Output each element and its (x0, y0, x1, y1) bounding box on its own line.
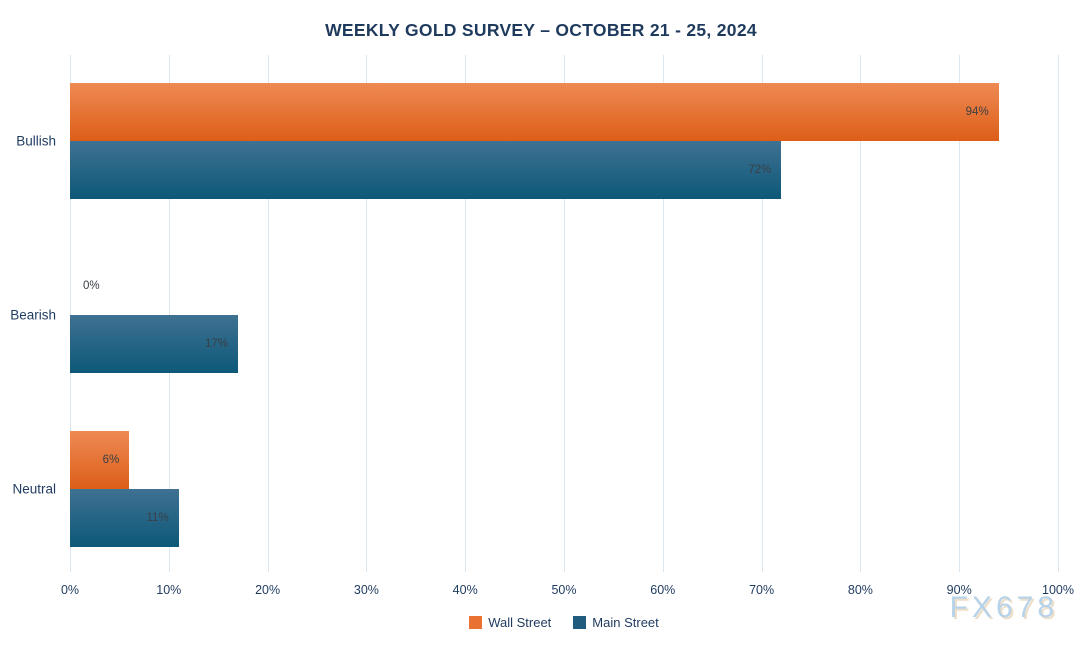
category-label-bearish: Bearish (10, 307, 56, 323)
x-tick-90-: 90% (946, 583, 972, 597)
value-label-wall-street-bullish: 94% (965, 106, 989, 118)
legend-item-main-street: Main Street (573, 615, 659, 630)
gridline-10- (168, 55, 170, 572)
x-tick-80-: 80% (847, 583, 873, 597)
x-tick-70-: 70% (749, 583, 775, 597)
gridline-80- (860, 55, 862, 572)
bar-main-street-neutral: 11% (70, 489, 179, 547)
x-tick-10-: 10% (156, 583, 182, 597)
value-label-main-street-bearish: 17% (204, 338, 228, 350)
x-tick-100-: 100% (1042, 583, 1074, 597)
category-label-bullish: Bullish (16, 133, 56, 149)
value-label-main-street-bullish: 72% (748, 164, 772, 176)
x-tick-50-: 50% (551, 583, 577, 597)
plot-area: 94% 72% 0% 17% 6% 11% (70, 55, 1059, 572)
category-label-neutral: Neutral (12, 481, 56, 497)
value-label-wall-street-bearish: 0% (83, 280, 100, 292)
chart-title: WEEKLY GOLD SURVEY – OCTOBER 21 - 25, 20… (325, 20, 757, 40)
legend-swatch-main-street (573, 616, 587, 629)
gridline-20- (267, 55, 269, 572)
bar-wall-street-neutral: 6% (70, 431, 130, 489)
gridline-50- (564, 55, 565, 572)
gridline-40- (465, 55, 467, 572)
legend-label-wall-street: Wall Street (488, 615, 552, 630)
bar-main-street-bullish: 72% (70, 141, 782, 199)
gridline-90- (959, 55, 961, 572)
legend-label-main-street: Main Street (592, 615, 659, 630)
x-tick-0-: 0% (60, 583, 80, 597)
value-label-wall-street-neutral: 6% (102, 454, 120, 466)
legend-swatch-wall-street (469, 616, 483, 629)
watermark: FX678 (949, 591, 1058, 624)
x-tick-30-: 30% (353, 583, 379, 597)
gridline-70- (761, 55, 763, 572)
gridline-60- (662, 55, 664, 572)
gridline-30- (366, 55, 368, 572)
gridline-100- (1058, 55, 1059, 572)
bar-wall-street-bullish: 94% (70, 83, 999, 141)
gridline-0- (70, 55, 71, 572)
x-tick-20-: 20% (255, 583, 281, 597)
legend-item-wall-street: Wall Street (469, 615, 551, 630)
value-label-main-street-neutral: 11% (146, 512, 169, 524)
x-tick-40-: 40% (452, 583, 478, 597)
bar-main-street-bearish: 17% (70, 315, 238, 373)
legend: Wall Street Main Street (70, 615, 1058, 630)
x-tick-60-: 60% (650, 583, 676, 597)
